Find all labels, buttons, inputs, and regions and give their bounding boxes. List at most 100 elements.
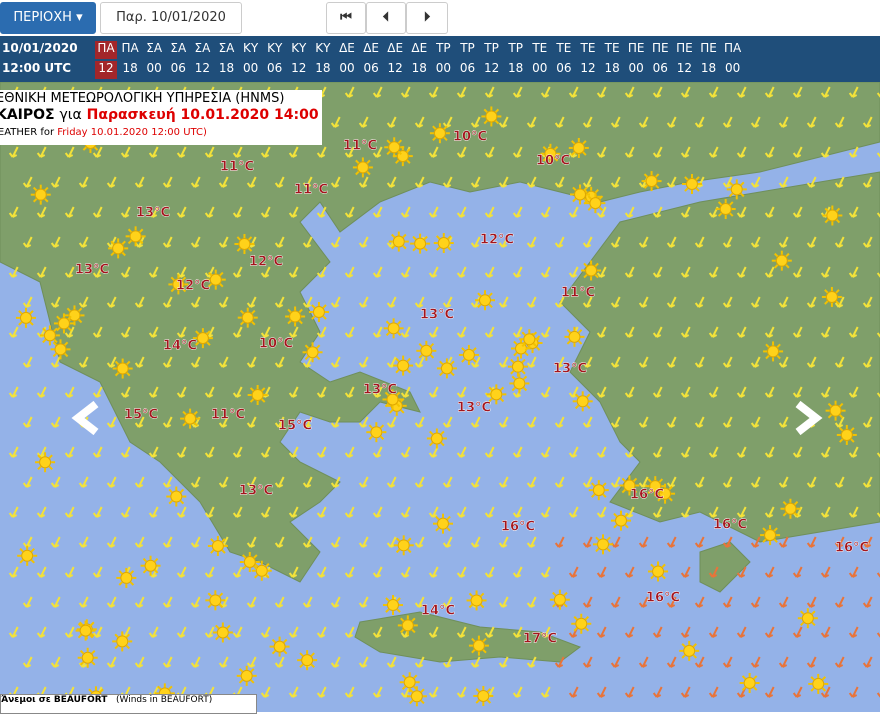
wind-arrow [190,356,201,368]
timeline-day[interactable]: ΔΕ [363,41,379,55]
timeline-day[interactable]: ΠΕ [651,41,669,55]
timeline-hour[interactable]: 06 [556,61,572,75]
sun-ray [32,198,38,203]
timeline-hour[interactable]: 06 [267,61,283,75]
timeline-day[interactable]: ΣΑ [218,41,235,55]
sun-icon [205,590,226,611]
wind-arrow [414,416,425,428]
first-button[interactable]: ⏮ [326,2,366,34]
timeline-hour[interactable]: 06 [363,61,379,75]
timeline-hour[interactable]: 06 [170,61,186,75]
timeline-hour[interactable]: 18 [604,61,620,75]
sun-ray [236,236,241,241]
prev-arrow[interactable] [71,400,99,436]
sun-ray [423,247,428,252]
timeline-day[interactable]: ΚΥ [242,41,259,55]
timeline-hour[interactable]: 00 [724,61,741,75]
sun-ray [483,119,488,125]
timeline-hour[interactable]: 18 [411,61,427,75]
timeline-hour[interactable]: 12 [387,61,403,75]
sun-ray [142,557,148,563]
timeline-day[interactable]: ΠΑ [95,41,117,59]
timeline-hour[interactable]: 18 [218,61,235,75]
timeline-hour[interactable]: 12 [580,61,596,75]
timeline-hour[interactable]: 00 [146,61,162,75]
timeline-hour[interactable]: 00 [339,61,355,75]
timeline-day[interactable]: ΠΕ [676,41,693,55]
wind-arrow [708,506,719,518]
timeline-day[interactable]: ΚΥ [291,41,307,55]
timeline-hour[interactable]: 18 [508,61,524,75]
wind-arrow [36,506,47,518]
next-button[interactable]: ⏵ [406,2,448,34]
wind-arrow [484,206,495,218]
wind-arrow [148,326,159,338]
timeline-day[interactable]: ΠΕ [627,41,645,55]
wind-arrow [736,446,747,458]
wind-arrow [876,512,880,518]
timeline-hour[interactable]: 12 [483,61,500,75]
sun-ray [19,547,24,553]
date-button[interactable]: Παρ. 10/01/2020 12:00 UTC ▾ [100,2,242,55]
timeline-day[interactable]: ΔΕ [411,41,428,55]
sun [825,290,838,303]
sun-ray [207,271,213,277]
timeline-day[interactable]: ΚΥ [315,41,331,55]
timeline-day[interactable]: ΔΕ [339,41,355,55]
sun-ray [655,173,660,178]
sun-icon [593,534,614,555]
wind-arrow [820,146,831,158]
timeline-day[interactable]: ΚΥ [267,41,283,55]
timeline-hour[interactable]: 18 [122,61,138,75]
timeline-hour[interactable]: 18 [315,61,331,75]
timeline-hour[interactable]: 12 [291,61,307,75]
timeline-day[interactable]: ΤΡ [484,41,499,55]
timeline-hour[interactable]: 00 [435,61,452,75]
timeline-hour[interactable]: 18 [700,61,717,75]
timeline-day[interactable]: ΠΕ [700,41,717,55]
sun-ray [64,352,69,358]
wind-arrow [316,446,327,458]
wind-arrow [666,116,677,128]
timeline-hour[interactable]: 00 [532,61,548,75]
next-arrow[interactable] [795,400,823,436]
timeline-day[interactable]: ΠΑ [121,41,139,55]
sun-ray [396,391,401,396]
wind-arrow [820,386,831,398]
timeline-hour[interactable]: 06 [459,61,476,75]
wind-arrow [358,116,369,128]
sun [623,479,636,492]
timeline-day[interactable]: ΤΕ [556,41,572,55]
timeline-day[interactable]: ΤΕ [532,41,548,55]
timeline-day[interactable]: ΤΡ [508,41,523,55]
sun-ray [139,228,144,233]
prev-button[interactable]: ⏴ [366,2,406,34]
wind-arrow [792,326,803,338]
wind-arrow [834,296,845,308]
sun-ray [824,300,829,305]
region-button[interactable]: ΠΕΡΙΟΧΗ ▾ [0,2,96,34]
sun [437,237,450,250]
timeline-day[interactable]: ΔΕ [387,41,404,55]
timeline-day[interactable]: ΣΑ [146,41,163,55]
wind-arrow [232,446,243,458]
timeline-day[interactable]: ΠΑ [723,41,742,55]
wind-arrow [204,626,215,638]
wind-arrow [344,206,355,218]
timeline-hour[interactable]: 00 [628,61,644,75]
timeline-hour[interactable]: 12 [194,61,211,75]
timeline-day[interactable]: ΤΕ [604,41,620,55]
timeline-day[interactable]: ΣΑ [194,41,211,55]
timeline-day[interactable]: ΣΑ [170,41,187,55]
timeline-day[interactable]: ΤΕ [580,41,596,55]
timeline-day[interactable]: ΤΡ [460,41,475,55]
wind-arrow [540,86,551,98]
timeline-day[interactable]: ΤΡ [436,41,451,55]
sun-icon [726,179,747,200]
timeline-hour[interactable]: 12 [676,61,693,75]
timeline-hour[interactable]: 00 [242,61,259,75]
timeline-hour[interactable]: 12 [95,61,117,79]
timeline-hour[interactable]: 06 [652,61,668,75]
wind-arrow [862,536,873,548]
sun-icon [416,340,437,361]
